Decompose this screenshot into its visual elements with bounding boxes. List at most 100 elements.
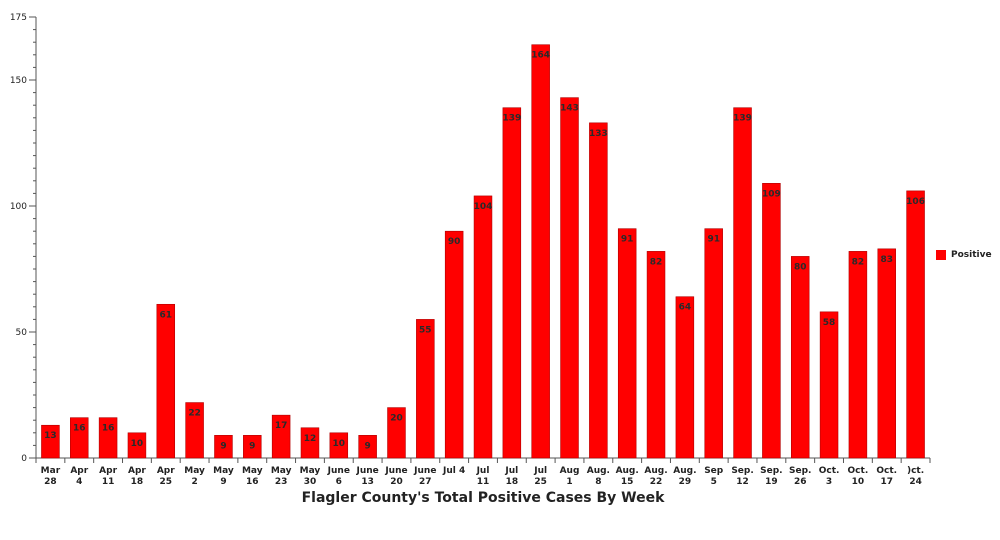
bar bbox=[329, 432, 349, 459]
bar bbox=[41, 424, 60, 459]
bar-value-label: 64 bbox=[679, 303, 692, 313]
bar bbox=[531, 44, 550, 459]
x-tick-label: Apr bbox=[128, 466, 146, 476]
bar-value-label: 80 bbox=[794, 262, 807, 272]
x-tick-label: Sep. bbox=[760, 466, 782, 476]
bar bbox=[819, 311, 839, 459]
x-tick-label-line2: 18 bbox=[131, 477, 144, 487]
bar-value-label: 91 bbox=[707, 235, 720, 245]
x-tick-label-line2: 1 bbox=[566, 477, 572, 487]
x-tick-label: June bbox=[413, 466, 436, 476]
bar-value-label: 82 bbox=[852, 257, 865, 267]
bar-value-label: 9 bbox=[365, 441, 371, 451]
bar bbox=[185, 402, 204, 459]
x-tick-label-line2: 11 bbox=[102, 477, 115, 487]
x-tick-label-line2: 3 bbox=[826, 477, 832, 487]
x-tick-label-line2: 22 bbox=[650, 477, 663, 487]
x-tick-label: Aug. bbox=[587, 466, 610, 476]
bar bbox=[473, 195, 493, 459]
x-tick-label-line2: 24 bbox=[909, 477, 922, 487]
bar-value-label: 109 bbox=[762, 189, 781, 199]
bar-value-label: 16 bbox=[102, 424, 115, 434]
bar bbox=[646, 251, 666, 459]
x-tick-label-line2: 27 bbox=[419, 477, 432, 487]
x-tick-label: Jul bbox=[533, 466, 547, 476]
chart-title: Flagler County's Total Positive Cases By… bbox=[301, 490, 665, 506]
x-tick-label-line2: 11 bbox=[477, 477, 490, 487]
legend: Positive bbox=[936, 250, 992, 260]
bar-value-label: 82 bbox=[650, 257, 663, 267]
x-tick-label-line2: 29 bbox=[679, 477, 692, 487]
bar bbox=[271, 414, 291, 459]
y-tick-label: 0 bbox=[21, 454, 27, 464]
x-tick-label-line2: 26 bbox=[794, 477, 807, 487]
bar bbox=[358, 435, 377, 459]
bar bbox=[502, 107, 522, 459]
x-tick-label: Aug. bbox=[644, 466, 667, 476]
x-tick-label: Aug bbox=[560, 466, 580, 476]
x-tick-label-line2: 4 bbox=[76, 477, 82, 487]
bar bbox=[617, 228, 637, 459]
bar-value-label: 106 bbox=[906, 197, 925, 207]
y-tick-label: 50 bbox=[16, 328, 28, 338]
x-tick-label: Aug. bbox=[616, 466, 639, 476]
bar-value-label: 61 bbox=[160, 310, 173, 320]
x-tick-label-line2: 18 bbox=[506, 477, 519, 487]
bar-value-label: 17 bbox=[275, 421, 288, 431]
x-tick-label: Oct. bbox=[876, 466, 897, 476]
bar bbox=[733, 107, 752, 459]
bar bbox=[560, 97, 579, 459]
bar-value-label: 91 bbox=[621, 235, 634, 245]
bar-value-label: 20 bbox=[390, 414, 403, 424]
x-tick-label: Jul bbox=[504, 466, 518, 476]
bar bbox=[848, 251, 868, 459]
x-tick-label-line2: 15 bbox=[621, 477, 634, 487]
x-tick-label-line2: 5 bbox=[711, 477, 717, 487]
bar-value-label: 104 bbox=[474, 202, 493, 212]
bar bbox=[416, 319, 435, 459]
x-tick-label-line2: 23 bbox=[275, 477, 288, 487]
bar-value-label: 16 bbox=[73, 424, 86, 434]
bar bbox=[704, 228, 723, 459]
x-tick-label: June bbox=[356, 466, 379, 476]
x-tick-label: )ct. bbox=[907, 466, 924, 476]
x-tick-label: Sep. bbox=[789, 466, 811, 476]
bar bbox=[98, 417, 118, 459]
x-tick-label-line2: 30 bbox=[304, 477, 317, 487]
y-tick-label: 150 bbox=[10, 76, 27, 86]
x-tick-label: Sep. bbox=[731, 466, 753, 476]
bar bbox=[762, 183, 781, 459]
bar-value-label: 13 bbox=[44, 431, 57, 441]
bar bbox=[675, 296, 695, 459]
x-tick-label-line2: 20 bbox=[390, 477, 403, 487]
x-tick-label-line2: 16 bbox=[246, 477, 259, 487]
legend-label: Positive bbox=[951, 250, 992, 260]
x-tick-label: May bbox=[300, 466, 321, 476]
bar-value-label: 164 bbox=[531, 51, 550, 61]
x-tick-label: Jul 4 bbox=[442, 466, 465, 476]
bar bbox=[300, 427, 320, 459]
x-tick-label-line2: 17 bbox=[880, 477, 893, 487]
bar-value-label: 90 bbox=[448, 237, 461, 247]
y-tick-label: 100 bbox=[10, 202, 27, 212]
bar bbox=[589, 122, 608, 459]
bar bbox=[790, 256, 810, 459]
x-tick-label-line2: 13 bbox=[361, 477, 374, 487]
bar bbox=[127, 432, 147, 459]
bar bbox=[214, 435, 233, 459]
legend-swatch bbox=[936, 250, 946, 260]
x-tick-label-line2: 25 bbox=[534, 477, 547, 487]
x-tick-label: May bbox=[242, 466, 263, 476]
bar-value-label: 9 bbox=[220, 441, 226, 451]
x-tick-label: May bbox=[271, 466, 292, 476]
bar-value-label: 22 bbox=[188, 409, 201, 419]
y-tick-label: 175 bbox=[10, 13, 27, 23]
x-tick-label: Jul bbox=[476, 466, 490, 476]
bar bbox=[906, 190, 925, 459]
x-tick-label-line2: 28 bbox=[44, 477, 57, 487]
bar-value-label: 9 bbox=[249, 441, 255, 451]
bar-value-label: 143 bbox=[560, 104, 579, 114]
x-tick-label: Aug. bbox=[673, 466, 696, 476]
bar-value-label: 83 bbox=[880, 255, 893, 265]
